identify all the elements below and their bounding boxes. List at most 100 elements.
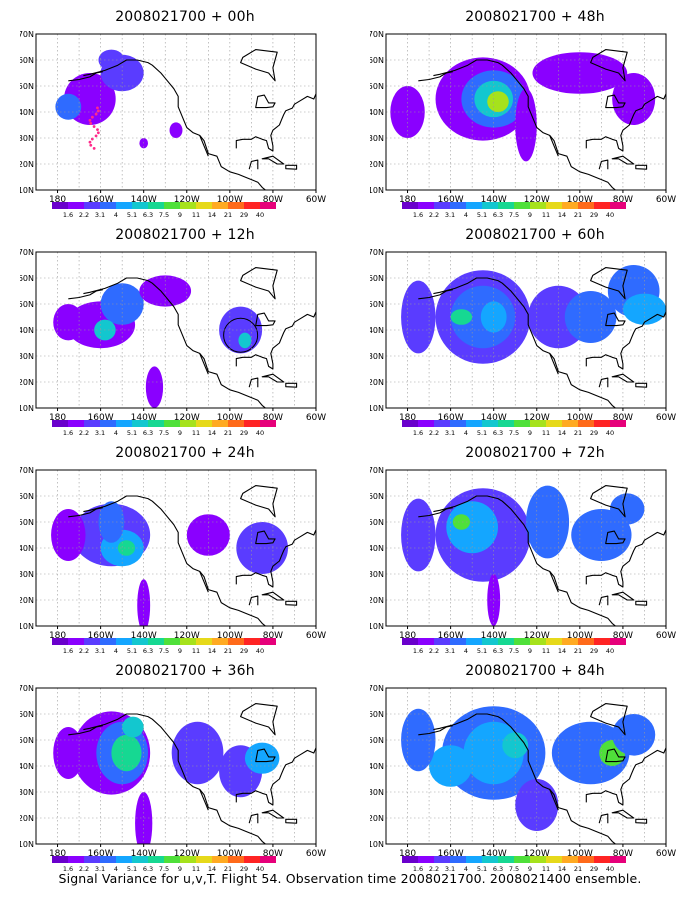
lat-tick-label: 60N (20, 56, 34, 65)
variance-field (51, 501, 288, 626)
colorbar-label: 40 (606, 647, 614, 654)
colorbar-label: 7.5 (509, 865, 519, 872)
flight-track-point (88, 118, 92, 122)
colorbar-label: 40 (606, 429, 614, 436)
lat-tick-label: 30N (370, 134, 384, 143)
lon-tick-label: 100W (217, 195, 243, 205)
lat-tick-label: 70N (20, 30, 34, 39)
lon-tick-label: 60W (306, 413, 326, 423)
colorbar-label: 29 (590, 865, 598, 872)
colorbar-swatch (530, 420, 546, 427)
colorbar-label: 21 (574, 211, 582, 218)
colorbar-label: 6.3 (493, 865, 503, 872)
lon-tick-label: 140W (481, 849, 507, 859)
colorbar-label: 4 (464, 647, 468, 654)
map-panel: 2008021700 + 36h 70N 60N 50N 40N 30N 20N 10N 180… (20, 662, 350, 874)
colorbar-label: 1.6 (413, 647, 423, 654)
colorbar-swatch (562, 638, 578, 645)
coastlines (68, 267, 316, 408)
colorbar-label: 7.5 (159, 211, 169, 218)
highlight-circle (223, 317, 259, 353)
colorbar-label: 2.2 (429, 647, 439, 654)
colorbar-label: 1.6 (63, 647, 73, 654)
colorbar-swatch (498, 856, 514, 863)
colorbar-swatch (450, 856, 466, 863)
colorbar-label: 2.2 (429, 429, 439, 436)
variance-contour (487, 91, 509, 112)
lat-tick-label: 30N (370, 788, 384, 797)
colorbar-label: 6.3 (493, 211, 503, 218)
colorbar-swatch (212, 638, 228, 645)
colorbar-label: 21 (224, 429, 232, 436)
colorbar-swatch (418, 856, 434, 863)
lon-tick-label: 160W (88, 195, 114, 205)
colorbar-swatch (260, 638, 276, 645)
lat-tick-label: 20N (370, 596, 384, 605)
colorbar-label: 5.1 (127, 211, 137, 218)
colorbar-label: 1.6 (63, 211, 73, 218)
lon-tick-label: 120W (174, 631, 200, 641)
colorbar-swatch (594, 202, 610, 209)
colorbar-swatch (100, 856, 116, 863)
colorbar-label: 3.1 (445, 429, 455, 436)
colorbar-swatch (530, 638, 546, 645)
lon-tick-label: 140W (131, 631, 157, 641)
colorbar-swatch (116, 202, 132, 209)
colorbar-label: 6.3 (493, 647, 503, 654)
lat-tick-label: 20N (370, 160, 384, 169)
colorbar-label: 4 (114, 865, 118, 872)
flight-track-point (89, 122, 93, 125)
colorbar-label: 11 (192, 211, 200, 218)
coastlines (68, 485, 316, 626)
lon-tick-label: 60W (656, 849, 676, 859)
lon-tick-label: 160W (438, 413, 464, 423)
colorbar-label: 11 (542, 211, 550, 218)
lon-tick-label: 120W (174, 195, 200, 205)
lat-tick-label: 60N (370, 710, 384, 719)
lon-tick-label: 180 (399, 631, 416, 641)
panel-title: 2008021700 + 72h (465, 445, 605, 461)
variance-contour (122, 716, 144, 738)
colorbar-swatch (434, 856, 450, 863)
colorbar-label: 14 (208, 647, 216, 654)
lon-tick-label: 80W (613, 849, 633, 859)
lon-tick-label: 180 (399, 195, 416, 205)
colorbar-swatch (546, 856, 562, 863)
colorbar-label: 14 (558, 429, 566, 436)
lat-tick-label: 60N (20, 492, 34, 501)
colorbar-label: 5.1 (127, 865, 137, 872)
panel-title: 2008021700 + 60h (465, 227, 605, 243)
lon-tick-label: 120W (524, 849, 550, 859)
colorbar-label: 5.1 (477, 211, 487, 218)
lat-tick-label: 10N (370, 622, 384, 631)
lon-tick-label: 80W (263, 413, 283, 423)
lat-tick-label: 10N (20, 622, 34, 631)
lat-tick-label: 20N (20, 378, 34, 387)
colorbar-label: 7.5 (509, 211, 519, 218)
lon-tick-label: 180 (49, 631, 66, 641)
colorbar-swatch (100, 202, 116, 209)
lat-tick-label: 40N (370, 762, 384, 771)
colorbar-swatch (116, 638, 132, 645)
variance-contour (450, 309, 473, 325)
colorbar-swatch (434, 420, 450, 427)
lon-tick-label: 120W (174, 413, 200, 423)
variance-contour (612, 714, 656, 756)
lon-tick-label: 160W (438, 631, 464, 641)
lon-tick-label: 100W (217, 413, 243, 423)
lat-tick-label: 70N (20, 248, 34, 257)
colorbar-label: 5.1 (477, 865, 487, 872)
lon-tick-label: 180 (49, 849, 66, 859)
lat-tick-label: 40N (370, 544, 384, 553)
flight-track-point (96, 128, 99, 132)
colorbar-swatch (132, 856, 148, 863)
colorbar-label: 29 (240, 647, 248, 654)
variance-contour (53, 304, 84, 341)
colorbar-swatch (514, 420, 530, 427)
variance-contour (390, 86, 425, 138)
lon-tick-label: 180 (399, 413, 416, 423)
colorbar-swatch (148, 202, 164, 209)
lon-tick-label: 100W (567, 195, 593, 205)
colorbar-swatch (578, 638, 594, 645)
variance-contour (244, 742, 280, 774)
